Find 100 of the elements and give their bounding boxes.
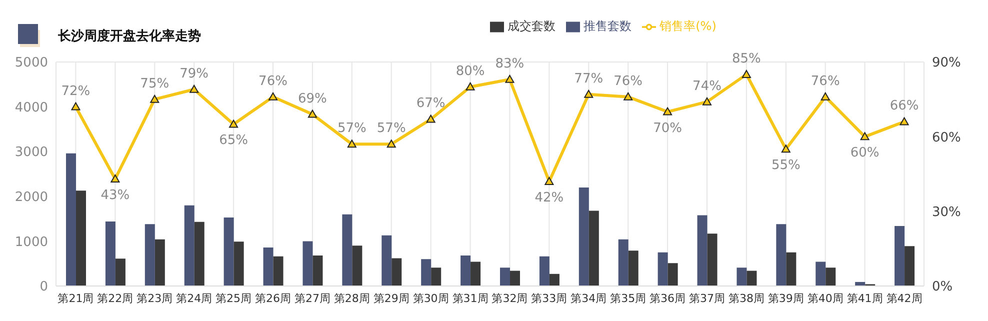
bar — [154, 239, 165, 286]
data-label: 83% — [495, 56, 524, 72]
bar — [234, 242, 244, 286]
bar — [392, 258, 402, 286]
x-tick-label: 第24周 — [176, 292, 212, 305]
x-tick-label: 第22周 — [97, 292, 134, 305]
data-label: 72% — [61, 84, 90, 99]
data-label: 74% — [692, 78, 722, 94]
point — [308, 110, 317, 118]
y-tick-label: 3000 — [14, 145, 48, 160]
bar — [786, 252, 796, 286]
point — [386, 140, 396, 148]
y-tick-label: 1000 — [14, 234, 48, 250]
bar — [263, 247, 274, 286]
bar — [510, 270, 520, 286]
point — [702, 97, 712, 106]
x-tick-label: 第35周 — [610, 292, 646, 305]
point — [268, 92, 278, 100]
x-tick-label: 第23周 — [136, 292, 173, 305]
bar — [184, 205, 194, 286]
x-tick-label: 第42周 — [886, 292, 922, 305]
point — [190, 84, 199, 93]
data-label: 76% — [614, 74, 643, 89]
bar — [352, 246, 362, 286]
bar — [431, 268, 442, 286]
data-label: 76% — [810, 74, 840, 89]
bar — [707, 234, 718, 286]
point — [860, 132, 870, 140]
point — [347, 140, 356, 148]
point — [742, 70, 751, 78]
x-tick-label: 第41周 — [846, 292, 883, 305]
bar — [904, 246, 915, 286]
bar — [273, 256, 284, 286]
bar — [776, 224, 786, 286]
bar — [66, 153, 76, 286]
point — [110, 174, 120, 182]
x-tick-label: 第36周 — [650, 292, 686, 305]
x-tick-label: 第37周 — [689, 292, 725, 305]
point — [820, 92, 830, 100]
y2-tick-label: 90% — [932, 56, 961, 71]
bar — [658, 252, 668, 286]
data-label: 75% — [140, 76, 170, 92]
y2-tick-label: 30% — [932, 204, 961, 220]
point — [900, 117, 909, 126]
data-label: 66% — [890, 98, 919, 114]
data-label: 65% — [219, 133, 248, 148]
point — [426, 114, 436, 123]
data-label: 43% — [100, 188, 130, 203]
bar — [302, 241, 313, 286]
data-label: 76% — [258, 74, 288, 89]
data-label: 57% — [337, 121, 366, 136]
y2-tick-label: 0% — [932, 280, 953, 295]
x-tick-label: 第38周 — [728, 292, 764, 305]
point — [229, 120, 238, 128]
bar — [628, 250, 638, 286]
bar — [816, 262, 826, 286]
data-label: 60% — [850, 146, 880, 161]
bar — [144, 224, 155, 286]
bar — [194, 222, 204, 286]
data-label: 42% — [534, 190, 564, 206]
chart-title: 长沙周度开盘去化率走势 — [58, 28, 201, 45]
x-tick-label: 第29周 — [373, 292, 410, 305]
bar — [697, 215, 708, 286]
bar — [549, 274, 560, 286]
data-label: 80% — [456, 64, 485, 79]
data-label: 79% — [180, 66, 209, 82]
point — [781, 144, 790, 153]
bar — [76, 190, 86, 286]
y-tick-label: 0 — [40, 280, 48, 295]
legend-label: 销售率(%) — [660, 19, 716, 33]
bar — [826, 268, 836, 286]
x-tick-label: 第39周 — [768, 292, 804, 305]
bar — [115, 258, 126, 286]
bar — [588, 210, 599, 286]
point — [624, 92, 633, 100]
x-tick-label: 第30周 — [412, 292, 449, 305]
data-label: 85% — [732, 51, 761, 66]
x-tick-label: 第31周 — [452, 292, 488, 305]
bar — [224, 217, 234, 286]
y-tick-label: 5000 — [14, 56, 48, 71]
bar — [500, 268, 510, 286]
bar — [668, 263, 678, 286]
point — [466, 82, 475, 90]
data-label: 67% — [416, 96, 446, 112]
bar — [470, 262, 481, 286]
bar — [618, 239, 628, 286]
data-label: 69% — [298, 91, 327, 106]
bar — [894, 226, 905, 286]
data-label: 57% — [376, 121, 406, 136]
y-tick-label: 4000 — [14, 100, 48, 116]
bar — [421, 259, 432, 286]
bar — [382, 235, 392, 286]
bar — [578, 187, 589, 286]
legend-label: 推售套数 — [584, 19, 632, 33]
data-label: 70% — [653, 120, 682, 136]
y2-tick-label: 60% — [932, 130, 961, 146]
bar — [312, 256, 323, 286]
y-tick-label: 2000 — [14, 190, 48, 206]
x-tick-label: 第40周 — [807, 292, 844, 305]
point — [71, 102, 80, 110]
